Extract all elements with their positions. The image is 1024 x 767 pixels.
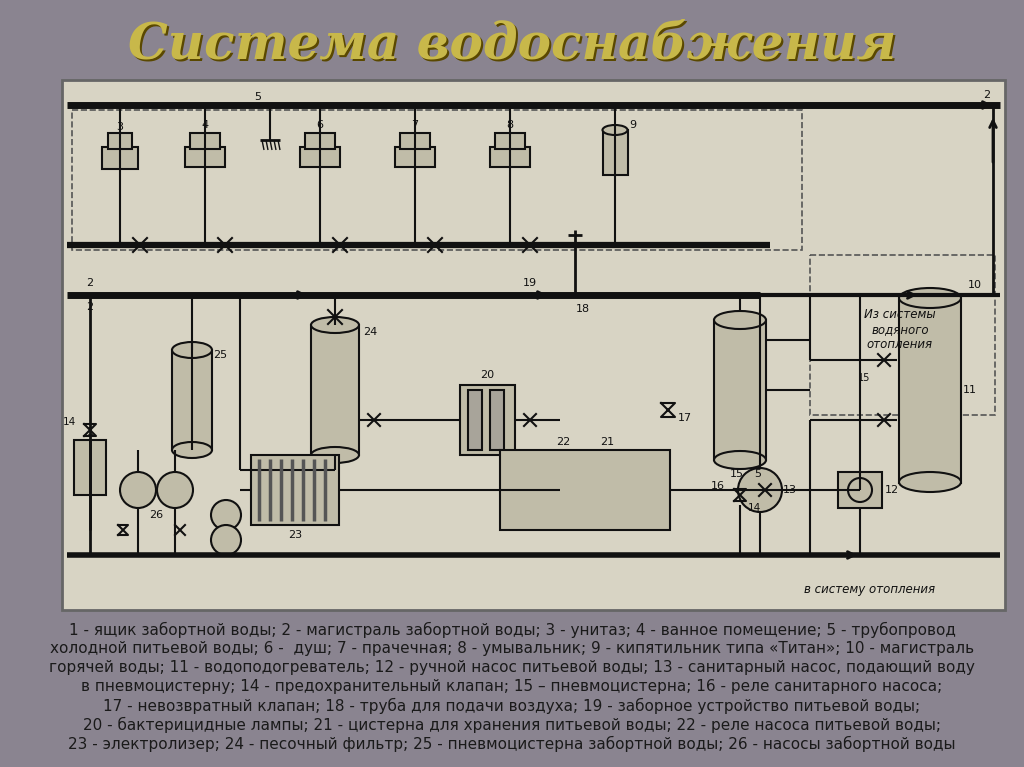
Ellipse shape [311, 317, 359, 333]
Bar [72, 110, 802, 250]
Text: 13: 13 [783, 485, 797, 495]
Bar [395, 147, 435, 167]
Text: 7: 7 [412, 120, 419, 130]
Circle shape [848, 478, 872, 502]
Bar [108, 133, 132, 149]
Text: 22: 22 [556, 437, 570, 447]
Text: в систему отопления: в систему отопления [805, 584, 936, 597]
Bar [838, 472, 882, 508]
Bar [899, 298, 961, 483]
Bar [185, 147, 225, 167]
Text: 25: 25 [213, 350, 227, 360]
Text: 9: 9 [630, 120, 637, 130]
Text: Система водоснабжения: Система водоснабжения [128, 21, 896, 70]
Ellipse shape [714, 451, 766, 469]
Text: 14: 14 [748, 503, 761, 513]
Circle shape [738, 468, 782, 512]
Text: 15: 15 [730, 469, 744, 479]
Text: 21: 21 [600, 437, 614, 447]
Text: 8: 8 [507, 120, 514, 130]
Text: 2: 2 [86, 302, 93, 312]
Text: 20 - бактерицидные лампы; 21 - цистерна для хранения питьевой воды; 22 - реле на: 20 - бактерицидные лампы; 21 - цистерна … [83, 717, 941, 733]
Text: 17: 17 [678, 413, 692, 423]
Text: 14: 14 [62, 417, 76, 427]
Bar [460, 385, 515, 455]
Ellipse shape [172, 342, 212, 358]
Text: 24: 24 [362, 327, 377, 337]
Ellipse shape [311, 447, 359, 463]
Ellipse shape [899, 472, 961, 492]
Circle shape [211, 500, 241, 530]
Bar [495, 133, 525, 149]
Text: в пневмоцистерну; 14 - предохранительный клапан; 15 – пневмоцистерна; 16 - реле : в пневмоцистерну; 14 - предохранительный… [81, 679, 943, 694]
Text: 4: 4 [202, 120, 209, 130]
Text: 2: 2 [983, 90, 990, 100]
Text: 18: 18 [575, 304, 590, 314]
Bar [251, 455, 339, 525]
Text: 11: 11 [963, 385, 977, 395]
Text: Из системы
водяного
отопления: Из системы водяного отопления [864, 308, 936, 351]
Ellipse shape [899, 288, 961, 308]
Bar [74, 440, 106, 495]
Ellipse shape [714, 311, 766, 329]
Text: 10: 10 [968, 280, 982, 290]
Circle shape [211, 525, 241, 555]
Text: горячей воды; 11 - водоподогреватель; 12 - ручной насос питьевой воды; 13 - сани: горячей воды; 11 - водоподогреватель; 12… [49, 660, 975, 675]
Text: 12: 12 [885, 485, 899, 495]
Text: 1 - ящик забортной воды; 2 - магистраль забортной воды; 3 - унитаз; 4 - ванное п: 1 - ящик забортной воды; 2 - магистраль … [69, 622, 955, 638]
Bar [468, 390, 482, 450]
Bar [400, 133, 430, 149]
Bar [305, 133, 335, 149]
Text: 20: 20 [480, 370, 494, 380]
Ellipse shape [172, 442, 212, 458]
Bar [603, 130, 628, 175]
Bar [490, 147, 530, 167]
Text: холодной питьевой воды; 6 -  душ; 7 - прачечная; 8 - умывальник; 9 - кипятильник: холодной питьевой воды; 6 - душ; 7 - пра… [50, 641, 974, 656]
Text: 15: 15 [858, 373, 870, 383]
Circle shape [157, 472, 193, 508]
Text: 1: 1 [86, 427, 93, 437]
Ellipse shape [602, 125, 628, 135]
Bar [500, 450, 670, 530]
Bar [300, 147, 340, 167]
Text: 5: 5 [755, 469, 762, 479]
Text: 6: 6 [316, 120, 324, 130]
Text: Система водоснабжения: Система водоснабжения [130, 22, 898, 71]
Text: 23: 23 [288, 530, 302, 540]
Text: 17 - невозвратный клапан; 18 - труба для подачи воздуха; 19 - заборное устройств: 17 - невозвратный клапан; 18 - труба для… [103, 698, 921, 714]
Bar [714, 320, 766, 460]
Bar [172, 350, 212, 450]
Bar [62, 80, 1005, 610]
Text: 3: 3 [117, 122, 124, 132]
Text: 2: 2 [86, 278, 93, 288]
Circle shape [120, 472, 156, 508]
Text: 16: 16 [711, 481, 725, 491]
Bar [810, 255, 995, 415]
Bar [311, 325, 359, 455]
Bar [490, 390, 504, 450]
Text: 23 - электролизер; 24 - песочный фильтр; 25 - пневмоцистерна забортной воды; 26 : 23 - электролизер; 24 - песочный фильтр;… [69, 736, 955, 752]
Text: 26: 26 [148, 510, 163, 520]
Bar [190, 133, 220, 149]
Text: 5: 5 [255, 92, 261, 102]
Text: 19: 19 [523, 278, 537, 288]
Bar [102, 147, 138, 169]
